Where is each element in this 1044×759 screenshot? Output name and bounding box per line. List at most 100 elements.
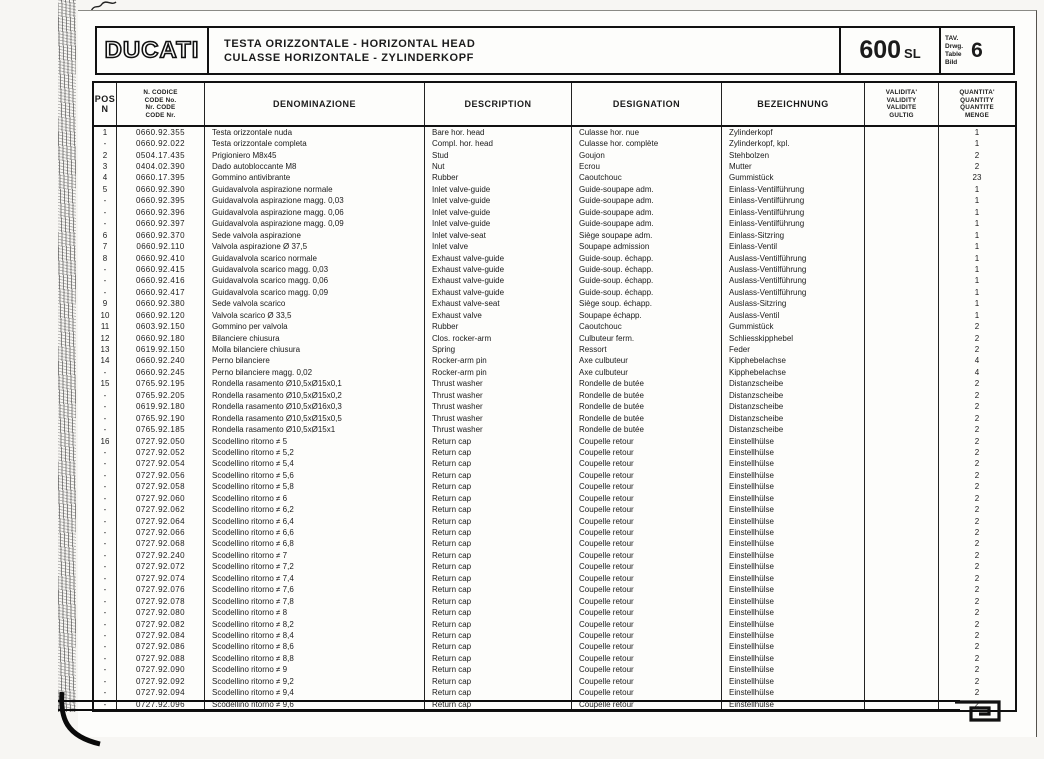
cell-validita <box>865 378 939 391</box>
cell-code: 0727.92.090 <box>117 664 205 676</box>
table-row: 11 0603.92.150 Gommino per valvola Rubbe… <box>94 321 1015 333</box>
cell-code: 0619.92.180 <box>117 401 205 413</box>
cell-validita <box>865 264 939 276</box>
cell-description: Return cap <box>425 630 572 642</box>
cell-bezeichnung: Einstellhülse <box>722 698 865 711</box>
cell-designation: Guide-soupape adm. <box>572 195 722 208</box>
cell-description: Bare hor. head <box>425 127 572 139</box>
cell-code: 0660.92.396 <box>117 207 205 219</box>
cell-designation: Coupelle retour <box>572 447 722 459</box>
cell-denominazione: Scodellino ritorno ≠ 7 <box>205 550 425 562</box>
cell-bezeichnung: Einstellhülse <box>722 653 865 665</box>
cell-bezeichnung: Einstellhülse <box>722 538 865 551</box>
cell-code: 0660.92.395 <box>117 195 205 208</box>
cell-quantita: 2 <box>974 528 980 538</box>
cell-description: Exhaust valve <box>425 310 572 322</box>
cell-designation: Coupelle retour <box>572 458 722 471</box>
table-row: - 0727.92.076 Scodellino ritorno ≠ 7,6 R… <box>94 584 1015 596</box>
cell-pos: 8 <box>94 252 117 265</box>
cell-validita <box>865 332 939 345</box>
cell-description: Thrust washer <box>425 401 572 413</box>
table-row: - 0727.92.064 Scodellino ritorno ≠ 6,4 R… <box>94 515 1015 528</box>
cell-validita <box>865 321 939 333</box>
cell-bezeichnung: Distanzscheibe <box>722 412 865 425</box>
cell-pos: - <box>94 275 117 288</box>
cell-denominazione: Scodellino ritorno ≠ 6,6 <box>205 527 425 539</box>
cell-code: 0727.92.060 <box>117 493 205 505</box>
cell-code: 0660.92.416 <box>117 275 205 288</box>
cell-description: Rocker-arm pin <box>425 367 572 379</box>
cell-denominazione: Scodellino ritorno ≠ 8 <box>205 607 425 619</box>
cell-code: 0660.92.245 <box>117 367 205 379</box>
cell-denominazione: Rondella rasamento Ø10,5xØ15x0,1 <box>205 378 425 391</box>
cell-quantita: 4 <box>974 356 980 366</box>
cell-pos: - <box>94 195 117 208</box>
cell-code: 0404.02.390 <box>117 161 205 173</box>
cell-description: Thrust washer <box>425 424 572 436</box>
cell-pos: 5 <box>94 184 117 196</box>
cell-description: Exhaust valve-guide <box>425 252 572 265</box>
pen-squiggle-mark <box>89 1 117 15</box>
table-number-labels: TAV. Drwg. Table Bild <box>941 35 963 67</box>
cell-denominazione: Dado autobloccante M8 <box>205 161 425 173</box>
cell-denominazione: Gommino per valvola <box>205 321 425 333</box>
cell-quantita: 2 <box>974 425 980 435</box>
cell-denominazione: Guidavalvola aspirazione magg. 0,03 <box>205 195 425 208</box>
table-number-box: TAV. Drwg. Table Bild 6 <box>941 28 1013 73</box>
cell-code: 0727.92.062 <box>117 504 205 516</box>
table-row: - 0727.92.060 Scodellino ritorno ≠ 6 Ret… <box>94 493 1015 505</box>
cell-bezeichnung: Distanzscheibe <box>722 424 865 436</box>
cell-designation: Coupelle retour <box>572 493 722 505</box>
cell-code: 0727.92.086 <box>117 641 205 654</box>
table-row: - 0660.92.416 Guidavalvola scarico magg.… <box>94 275 1015 288</box>
cell-code: 0727.92.094 <box>117 687 205 699</box>
cell-quantita: 2 <box>974 676 980 686</box>
cell-code: 0660.17.395 <box>117 172 205 185</box>
cell-validita <box>865 241 939 253</box>
cell-pos: - <box>94 698 117 711</box>
tav-label: TAV. <box>945 34 959 42</box>
cell-designation: Coupelle retour <box>572 515 722 528</box>
cell-bezeichnung: Einstellhülse <box>722 504 865 516</box>
cell-code: 0660.92.110 <box>117 241 205 253</box>
cell-description: Return cap <box>425 573 572 585</box>
cell-description: Exhaust valve-guide <box>425 264 572 276</box>
cell-quantita: 1 <box>974 184 980 194</box>
table-row: 4 0660.17.395 Gommino antivibrante Rubbe… <box>94 172 1015 185</box>
cell-description: Compl. hor. head <box>425 138 572 150</box>
cell-bezeichnung: Auslass-Sitzring <box>722 298 865 310</box>
cell-code: 0660.92.022 <box>117 138 205 150</box>
table-row: 13 0619.92.150 Molla bilanciere chiusura… <box>94 344 1015 356</box>
table-row: - 0727.92.068 Scodellino ritorno ≠ 6,8 R… <box>94 538 1015 551</box>
cell-validita <box>865 561 939 574</box>
cell-bezeichnung: Einlass-Ventilführung <box>722 184 865 196</box>
cell-description: Return cap <box>425 527 572 539</box>
cell-designation: Coupelle retour <box>572 573 722 585</box>
cell-validita <box>865 630 939 642</box>
cell-quantita: 2 <box>974 390 980 400</box>
cell-denominazione: Scodellino ritorno ≠ 5,6 <box>205 470 425 482</box>
cell-bezeichnung: Einstellhülse <box>722 515 865 528</box>
cell-validita <box>865 390 939 402</box>
cell-code: 0727.92.074 <box>117 573 205 585</box>
cell-quantita: 2 <box>974 608 980 618</box>
cell-bezeichnung: Zylinderkopf, kpl. <box>722 138 865 150</box>
cell-designation: Rondelle de butée <box>572 412 722 425</box>
cell-designation: Rondelle de butée <box>572 390 722 402</box>
cell-code: 0727.92.066 <box>117 527 205 539</box>
cell-quantita: 2 <box>974 619 980 629</box>
model-suffix: SL <box>904 46 921 61</box>
cell-validita <box>865 493 939 505</box>
model-badge: 600 SL <box>841 28 941 73</box>
cell-description: Return cap <box>425 515 572 528</box>
cell-code: 0727.92.082 <box>117 618 205 631</box>
table-row: - 0727.92.052 Scodellino ritorno ≠ 5,2 R… <box>94 447 1015 459</box>
cell-description: Return cap <box>425 607 572 619</box>
cell-denominazione: Scodellino ritorno ≠ 6,8 <box>205 538 425 551</box>
cell-validita <box>865 515 939 528</box>
page-title: TESTA ORIZZONTALE - HORIZONTAL HEAD CULA… <box>209 28 841 73</box>
cell-quantita: 1 <box>974 310 980 320</box>
cell-description: Return cap <box>425 435 572 448</box>
cell-quantita: 2 <box>974 379 980 389</box>
cell-bezeichnung: Feder <box>722 344 865 356</box>
